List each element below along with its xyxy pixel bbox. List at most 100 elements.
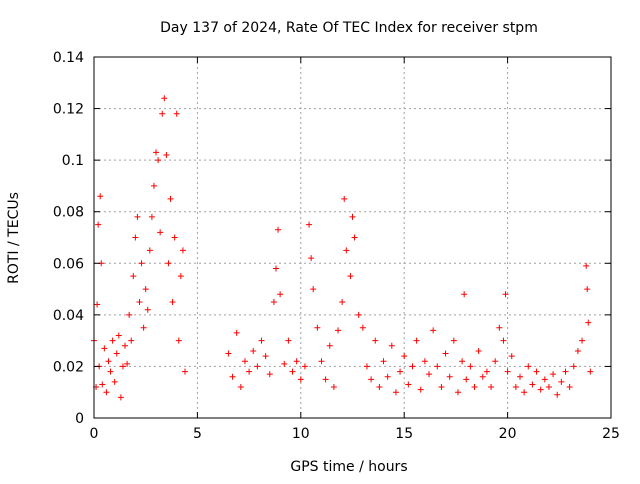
data-points (91, 95, 594, 401)
data-point (584, 286, 591, 293)
data-point (401, 353, 408, 360)
data-point (148, 213, 155, 220)
data-point (471, 384, 478, 391)
data-point (171, 234, 178, 241)
axis-ticks: 0 5 10 15 20 25 0 0.02 0.04 0.06 0.08 0.1 0.12 0.14 (53, 50, 620, 442)
x-tick-label: 0 (90, 426, 99, 442)
data-point (529, 381, 536, 388)
data-point (579, 337, 586, 344)
data-point (521, 389, 528, 396)
data-point (570, 363, 577, 370)
data-point (310, 286, 317, 293)
y-tick-label: 0.02 (53, 359, 84, 375)
data-point (94, 301, 101, 308)
data-point (134, 213, 141, 220)
data-point (270, 298, 277, 305)
data-point (380, 358, 387, 365)
data-point (95, 221, 102, 228)
data-point (115, 332, 122, 339)
data-point (413, 337, 420, 344)
data-point (146, 247, 153, 254)
data-point (341, 195, 348, 202)
data-point (384, 373, 391, 380)
data-point (558, 378, 565, 385)
y-axis-label: ROTI / TECUs (6, 192, 22, 284)
data-point (434, 363, 441, 370)
data-point (504, 368, 511, 375)
data-point (159, 110, 166, 117)
data-point (308, 255, 315, 262)
data-point (297, 376, 304, 383)
data-point (111, 378, 118, 385)
data-point (275, 226, 282, 233)
data-point (250, 347, 257, 354)
data-point (301, 363, 308, 370)
data-point (525, 363, 532, 370)
data-point (128, 337, 135, 344)
data-point (138, 260, 145, 267)
data-point (483, 368, 490, 375)
x-axis-label: GPS time / hours (290, 459, 407, 475)
data-point (545, 384, 552, 391)
data-point (262, 353, 269, 360)
data-point (157, 229, 164, 236)
data-point (173, 110, 180, 117)
data-point (130, 273, 137, 280)
data-point (140, 324, 147, 331)
data-point (237, 384, 244, 391)
x-tick-label: 20 (499, 426, 517, 442)
data-point (347, 273, 354, 280)
data-point (349, 213, 356, 220)
data-point (289, 368, 296, 375)
data-point (479, 373, 486, 380)
data-point (101, 345, 108, 352)
data-point (107, 368, 114, 375)
x-tick-label: 5 (193, 426, 202, 442)
data-point (335, 327, 342, 334)
data-point (463, 376, 470, 383)
data-point (405, 381, 412, 388)
data-point (376, 384, 383, 391)
data-point (126, 311, 133, 318)
data-point (430, 327, 437, 334)
data-point (241, 358, 248, 365)
y-tick-label: 0.1 (62, 153, 84, 169)
data-point (438, 384, 445, 391)
data-point (461, 291, 468, 298)
data-point (103, 389, 110, 396)
data-point (136, 298, 143, 305)
data-point (326, 342, 333, 349)
data-point (355, 311, 362, 318)
data-point (537, 386, 544, 393)
data-point (181, 368, 188, 375)
data-point (281, 360, 288, 367)
x-tick-label: 25 (602, 426, 620, 442)
data-point (306, 221, 313, 228)
data-point (109, 337, 116, 344)
data-point (339, 298, 346, 305)
data-point (554, 391, 561, 398)
data-point (258, 337, 265, 344)
data-point (450, 337, 457, 344)
x-tick-label: 15 (395, 426, 413, 442)
y-tick-label: 0 (75, 411, 84, 427)
data-point (225, 350, 232, 357)
data-point (175, 337, 182, 344)
y-tick-label: 0.12 (53, 102, 84, 118)
data-point (397, 368, 404, 375)
grid-lines (94, 57, 611, 418)
data-point (359, 324, 366, 331)
data-point (574, 347, 581, 354)
data-point (330, 384, 337, 391)
x-tick-label: 10 (292, 426, 310, 442)
data-point (508, 353, 515, 360)
data-point (163, 151, 170, 158)
data-point (117, 394, 124, 401)
data-point (492, 358, 499, 365)
data-point (426, 371, 433, 378)
data-point (459, 358, 466, 365)
data-point (229, 373, 236, 380)
data-point (496, 324, 503, 331)
data-point (488, 384, 495, 391)
